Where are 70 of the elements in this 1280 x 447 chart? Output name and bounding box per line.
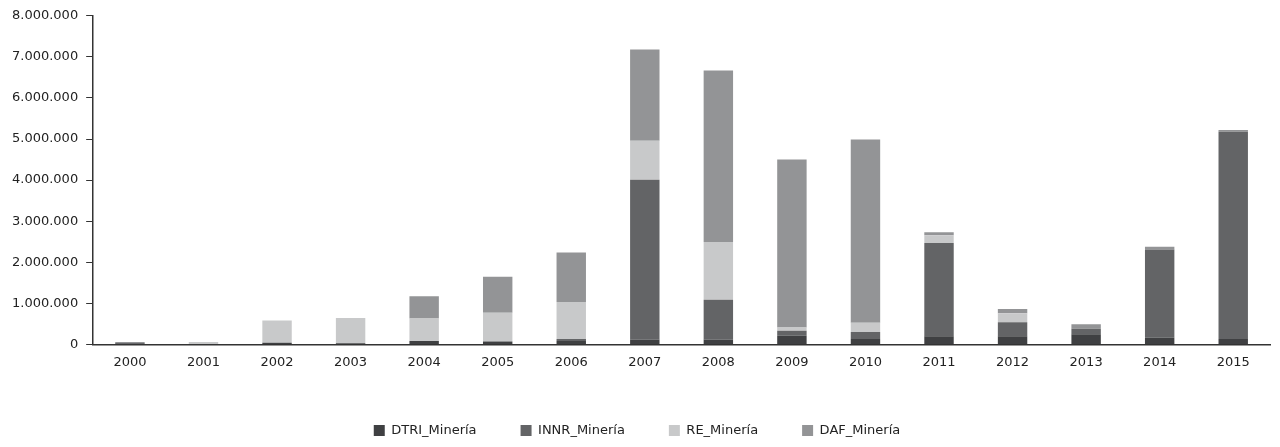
bar: [1071, 334, 1101, 344]
x-tick-label: 2001: [186, 353, 221, 369]
y-tick-label: 1.000.000: [11, 294, 79, 310]
bar: [335, 318, 366, 344]
bar: [556, 252, 586, 303]
y-tick-label: 4.000.000: [11, 171, 79, 187]
bar: [630, 140, 660, 180]
bar: [850, 339, 881, 344]
bar: [409, 296, 439, 319]
bar: [630, 49, 660, 141]
bar: [482, 276, 513, 313]
x-tick-label: 2011: [922, 353, 956, 369]
x-tick-label: 2008: [701, 353, 735, 369]
bar: [777, 159, 807, 328]
y-tick-label: 2.000.000: [11, 253, 79, 269]
bar: [1218, 131, 1248, 340]
x-tick-label: 2005: [481, 353, 515, 369]
bar: [409, 341, 439, 344]
bar: [850, 322, 881, 333]
bar: [997, 322, 1028, 337]
bar: [850, 332, 881, 340]
legend-label: RE_Minería: [686, 421, 759, 437]
x-tick-label: 2012: [996, 353, 1030, 369]
x-tick-label: 2000: [113, 353, 147, 369]
bar: [630, 339, 660, 344]
legend-label: INNR_Minería: [538, 421, 625, 437]
x-tick-label: 2004: [407, 353, 441, 369]
legend-label: DAF_Minería: [819, 421, 901, 437]
y-tick-label: 3.000.000: [11, 212, 79, 228]
x-tick-label: 2006: [554, 353, 588, 369]
bar: [924, 232, 954, 236]
bar: [630, 179, 660, 340]
x-tick-label: 2013: [1069, 353, 1103, 369]
y-tick-label: 8.000.000: [11, 7, 79, 23]
y-tick-label: 6.000.000: [11, 89, 79, 105]
bar: [1218, 339, 1248, 344]
bar: [703, 70, 734, 243]
bar: [850, 139, 881, 323]
bar: [997, 336, 1028, 344]
bar: [777, 330, 807, 336]
bar: [409, 318, 439, 342]
legend-label: DTRI_Minería: [391, 421, 477, 437]
bar: [924, 235, 954, 243]
x-tick-label: 2002: [260, 353, 294, 369]
y-tick-label: 7.000.000: [11, 48, 79, 64]
bar: [703, 339, 734, 344]
y-tick-label: 5.000.000: [11, 130, 79, 146]
bar: [1071, 324, 1101, 329]
bar: [1071, 328, 1101, 335]
bar: [924, 336, 954, 344]
bar: [1144, 249, 1175, 338]
bar: [556, 302, 586, 340]
x-tick-label: 2009: [775, 353, 809, 369]
bar: [777, 335, 807, 344]
bar: [997, 309, 1028, 314]
bar: [997, 313, 1028, 323]
bar: [777, 327, 807, 331]
x-tick-label: 2014: [1143, 353, 1177, 369]
x-tick-label: 2015: [1216, 353, 1250, 369]
x-tick-label: 2003: [334, 353, 368, 369]
bar: [703, 299, 734, 340]
y-tick-label: 0: [69, 335, 79, 351]
x-tick-label: 2007: [628, 353, 662, 369]
bar: [924, 242, 954, 337]
x-tick-label: 2010: [848, 353, 883, 369]
bar: [703, 242, 734, 300]
bar: [262, 320, 292, 343]
bar: [482, 312, 513, 342]
bar: [1144, 246, 1175, 250]
bar: [1144, 337, 1175, 344]
